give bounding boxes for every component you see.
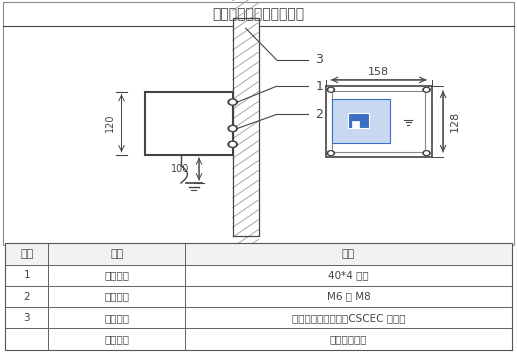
Bar xyxy=(48,243,185,265)
Text: 100: 100 xyxy=(171,164,189,174)
Bar xyxy=(48,286,185,307)
Text: 128: 128 xyxy=(449,111,460,132)
Bar xyxy=(5,243,48,265)
Text: 接地标识: 接地标识 xyxy=(104,334,129,344)
Bar xyxy=(233,18,258,236)
Text: M6 或 M8: M6 或 M8 xyxy=(327,291,370,302)
Text: 158: 158 xyxy=(368,67,389,77)
Bar xyxy=(348,113,369,128)
Text: 3: 3 xyxy=(315,54,323,66)
Bar xyxy=(5,328,48,350)
Bar xyxy=(332,99,390,144)
Text: 规格: 规格 xyxy=(342,249,355,259)
Bar xyxy=(145,92,233,155)
Text: 2: 2 xyxy=(315,108,323,121)
Circle shape xyxy=(423,87,430,92)
Text: 蝶形螺母: 蝶形螺母 xyxy=(104,291,129,302)
Bar xyxy=(185,243,512,265)
Text: 40*4 扁铁: 40*4 扁铁 xyxy=(328,270,369,280)
Text: 1: 1 xyxy=(315,80,323,93)
Circle shape xyxy=(327,151,334,156)
Bar xyxy=(332,91,425,152)
Circle shape xyxy=(228,125,237,132)
Bar xyxy=(185,328,512,350)
Text: 中建三局一公司: 中建三局一公司 xyxy=(352,143,378,149)
Bar xyxy=(326,86,432,157)
Circle shape xyxy=(228,141,237,147)
Text: 名称: 名称 xyxy=(110,249,123,259)
Circle shape xyxy=(228,99,237,105)
Text: 接地扁铁: 接地扁铁 xyxy=(104,270,129,280)
Text: 为白底黑标识: 为白底黑标识 xyxy=(330,334,367,344)
Bar xyxy=(48,328,185,350)
Bar xyxy=(5,307,48,328)
Text: 测试盖板: 测试盖板 xyxy=(104,313,129,323)
Circle shape xyxy=(327,87,334,92)
Text: 暗装接地电阻测试点安装: 暗装接地电阻测试点安装 xyxy=(212,7,305,21)
Bar xyxy=(185,307,512,328)
Text: 120: 120 xyxy=(105,114,115,132)
Bar xyxy=(5,265,48,286)
Text: 2: 2 xyxy=(23,291,30,302)
Circle shape xyxy=(230,143,235,146)
Text: 1: 1 xyxy=(23,270,30,280)
Text: 3: 3 xyxy=(23,313,30,323)
Circle shape xyxy=(230,127,235,130)
Bar xyxy=(5,286,48,307)
Circle shape xyxy=(230,100,235,104)
Circle shape xyxy=(423,151,430,156)
Text: 序号: 序号 xyxy=(20,249,33,259)
Bar xyxy=(48,307,185,328)
Circle shape xyxy=(329,88,333,91)
Bar xyxy=(185,265,512,286)
Bar xyxy=(48,265,185,286)
Bar xyxy=(233,18,258,236)
Circle shape xyxy=(329,152,333,154)
Bar xyxy=(352,121,359,128)
Circle shape xyxy=(425,88,429,91)
Circle shape xyxy=(425,152,429,154)
Text: 不锈钢材质（正面印CSCEC 标识）: 不锈钢材质（正面印CSCEC 标识） xyxy=(292,313,405,323)
Bar xyxy=(185,286,512,307)
